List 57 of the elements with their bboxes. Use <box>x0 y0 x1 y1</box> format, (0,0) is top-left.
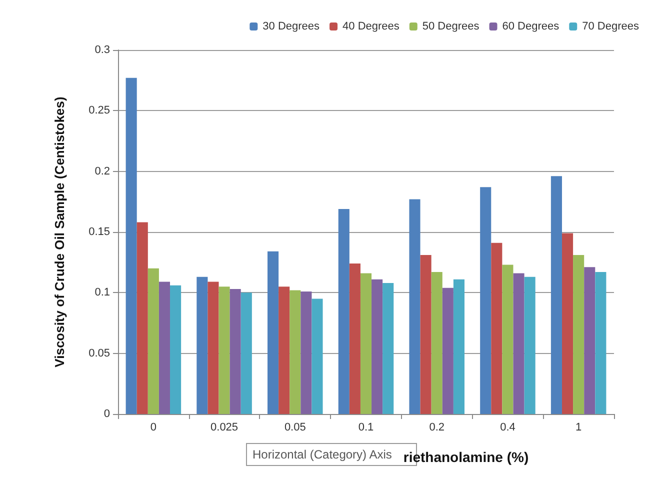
bar <box>372 279 383 414</box>
legend-label: 70 Degrees <box>582 20 640 32</box>
legend-label: 40 Degrees <box>342 20 400 32</box>
x-tick-label: 0 <box>150 422 156 434</box>
y-tick-label: 0.2 <box>94 165 110 178</box>
bar <box>409 199 420 414</box>
bar <box>148 268 159 414</box>
bar <box>300 291 312 414</box>
y-tick-label: 0.1 <box>94 286 110 299</box>
bar <box>136 222 148 414</box>
bar <box>218 286 230 414</box>
bar <box>240 292 252 414</box>
bar <box>502 264 514 414</box>
y-axis-title: Viscosity of Crude Oil Sample (Centistokes) <box>52 96 67 368</box>
y-tick-label: 0 <box>104 408 110 420</box>
y-tick-label: 0.3 <box>94 44 110 56</box>
x-tick-label: 0.4 <box>500 422 516 434</box>
bar <box>595 272 606 414</box>
x-tick-label: 0.05 <box>284 422 306 434</box>
bar <box>550 176 562 414</box>
bar <box>491 242 502 414</box>
bar <box>338 208 350 414</box>
bar <box>442 288 454 414</box>
bar <box>312 298 323 414</box>
bar <box>268 251 279 414</box>
bar <box>208 282 219 414</box>
bar <box>431 272 442 414</box>
y-tick-label: 0.15 <box>88 226 110 238</box>
legend-label: 60 Degrees <box>502 20 560 32</box>
legend-label: 30 Degrees <box>262 20 320 32</box>
bar <box>584 267 596 414</box>
text: Horizontal (Category) Axis <box>252 448 392 462</box>
x-axis-title: riethanolamine (%) <box>403 449 529 465</box>
bar <box>562 233 574 414</box>
bar <box>573 255 584 414</box>
x-tick-label: 1 <box>576 422 582 434</box>
bar <box>513 273 524 414</box>
bar <box>349 264 360 414</box>
bar <box>290 290 301 414</box>
bar <box>382 282 394 414</box>
x-tick-label: 0.025 <box>210 422 238 434</box>
x-tick-label: 0.2 <box>429 422 445 434</box>
x-tick-label: 0.1 <box>358 422 374 434</box>
bar <box>126 78 137 414</box>
y-tick-label: 0.05 <box>88 347 110 360</box>
legend-label: 50 Degrees <box>422 20 480 32</box>
bar <box>196 276 208 414</box>
bar <box>278 286 290 414</box>
bar <box>524 276 536 414</box>
bar <box>360 273 372 414</box>
bar <box>170 285 182 414</box>
bar <box>420 255 432 414</box>
bar <box>480 187 492 414</box>
bar <box>158 282 170 414</box>
y-tick-label: 0.25 <box>88 104 110 117</box>
bar <box>453 279 464 414</box>
bar <box>230 289 241 414</box>
